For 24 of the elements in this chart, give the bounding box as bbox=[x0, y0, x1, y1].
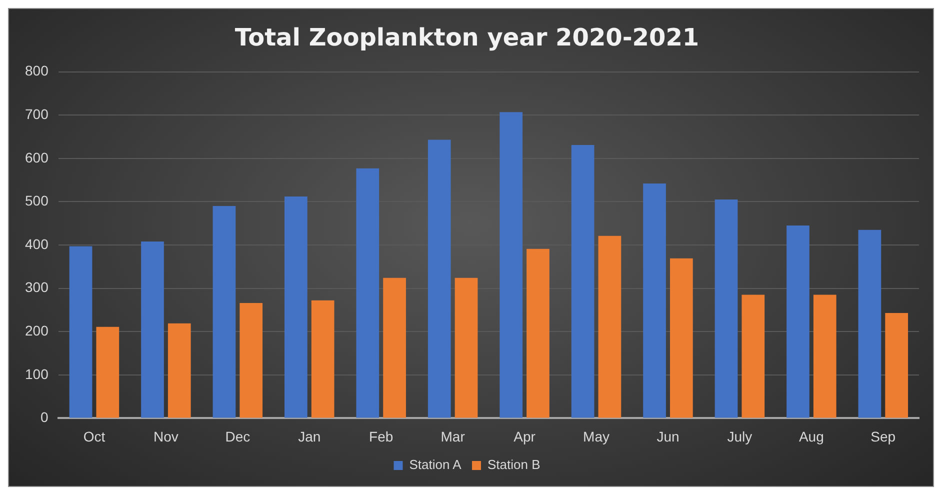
x-tick-label: Dec bbox=[225, 428, 250, 444]
y-tick-label: 500 bbox=[25, 192, 49, 209]
x-tick-label: Jun bbox=[656, 428, 680, 444]
x-tick-label: Oct bbox=[83, 428, 106, 444]
y-tick-label: 100 bbox=[25, 366, 49, 382]
y-tick-label: 200 bbox=[25, 322, 49, 338]
legend-label: Station B bbox=[488, 457, 540, 472]
y-tick-label: 800 bbox=[25, 62, 49, 79]
x-tick-label: Nov bbox=[153, 428, 178, 444]
x-tick-label: May bbox=[583, 428, 610, 444]
x-tick-label: Feb bbox=[369, 428, 394, 444]
x-tick-label: Mar bbox=[440, 428, 466, 444]
legend-label: Station A bbox=[409, 457, 462, 472]
chart-title: Total Zooplankton year 2020-2021 bbox=[234, 24, 700, 52]
x-tick-label: Aug bbox=[798, 428, 824, 444]
x-tick-label: Apr bbox=[514, 428, 536, 444]
y-tick-label: 400 bbox=[25, 236, 49, 252]
x-tick-label: Sep bbox=[870, 428, 896, 444]
y-tick-label: 0 bbox=[40, 409, 49, 426]
x-tick-label: Jan bbox=[298, 428, 321, 444]
y-tick-label: 600 bbox=[25, 149, 49, 166]
x-tick-label: July bbox=[727, 428, 752, 444]
y-tick-label: 700 bbox=[25, 106, 49, 122]
y-tick-label: 300 bbox=[25, 279, 49, 296]
